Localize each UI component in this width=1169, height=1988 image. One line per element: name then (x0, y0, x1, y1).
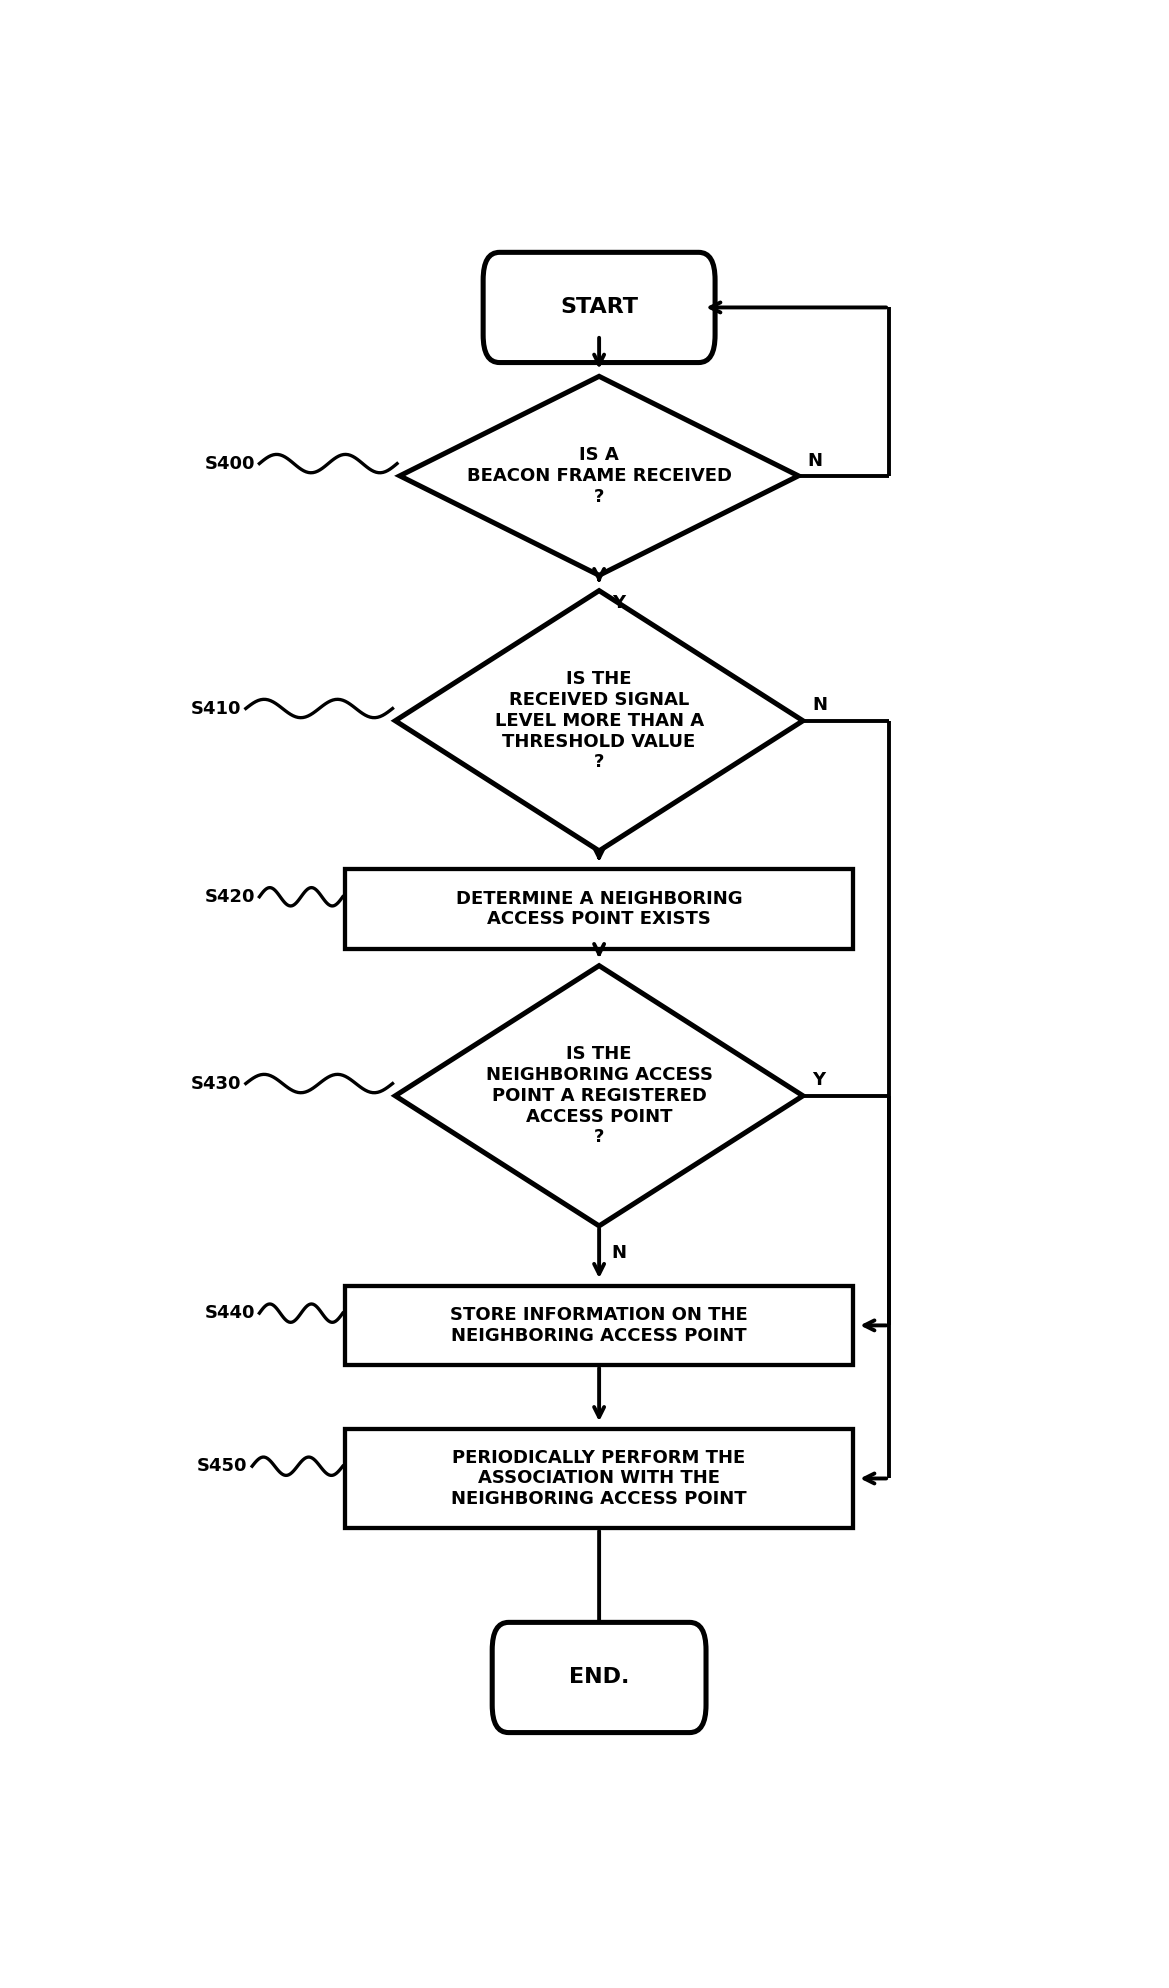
Polygon shape (400, 376, 798, 575)
Text: S410: S410 (191, 700, 241, 718)
Text: S440: S440 (205, 1304, 255, 1322)
Text: Y: Y (812, 1072, 825, 1089)
Text: S450: S450 (198, 1457, 248, 1475)
Text: PERIODICALLY PERFORM THE
ASSOCIATION WITH THE
NEIGHBORING ACCESS POINT: PERIODICALLY PERFORM THE ASSOCIATION WIT… (451, 1449, 747, 1509)
Bar (346, 1286, 853, 1366)
Polygon shape (395, 966, 803, 1227)
Polygon shape (395, 590, 803, 851)
Text: S400: S400 (205, 455, 255, 473)
Text: DETERMINE A NEIGHBORING
ACCESS POINT EXISTS: DETERMINE A NEIGHBORING ACCESS POINT EXI… (456, 891, 742, 928)
Text: START: START (560, 298, 638, 318)
Text: S430: S430 (191, 1076, 241, 1093)
FancyBboxPatch shape (483, 252, 715, 362)
Text: END.: END. (569, 1668, 629, 1688)
FancyBboxPatch shape (492, 1622, 706, 1734)
Text: Y: Y (613, 594, 625, 612)
Text: IS THE
RECEIVED SIGNAL
LEVEL MORE THAN A
THRESHOLD VALUE
?: IS THE RECEIVED SIGNAL LEVEL MORE THAN A… (494, 670, 704, 771)
Text: IS THE
NEIGHBORING ACCESS
POINT A REGISTERED
ACCESS POINT
?: IS THE NEIGHBORING ACCESS POINT A REGIST… (485, 1046, 713, 1147)
Text: IS A
BEACON FRAME RECEIVED
?: IS A BEACON FRAME RECEIVED ? (466, 445, 732, 505)
Text: N: N (611, 1244, 627, 1262)
Bar (346, 869, 853, 948)
Text: STORE INFORMATION ON THE
NEIGHBORING ACCESS POINT: STORE INFORMATION ON THE NEIGHBORING ACC… (450, 1306, 748, 1344)
Text: N: N (808, 451, 823, 469)
Text: S420: S420 (205, 889, 255, 907)
Text: N: N (812, 696, 826, 714)
Bar (346, 1429, 853, 1529)
Text: Y: Y (613, 869, 625, 887)
